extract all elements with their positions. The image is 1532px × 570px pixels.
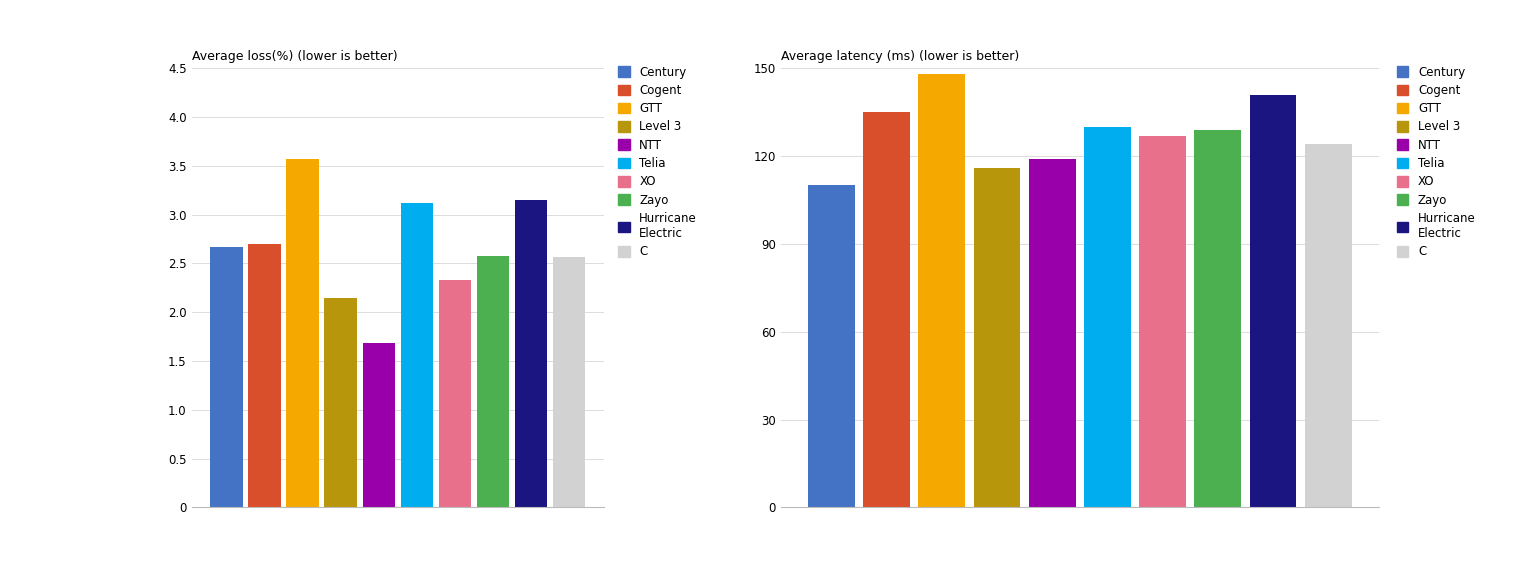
Bar bbox=[1085, 127, 1131, 507]
Bar bbox=[1195, 130, 1241, 507]
Text: Average loss(%) (lower is better): Average loss(%) (lower is better) bbox=[192, 50, 397, 63]
Bar bbox=[515, 200, 547, 507]
Bar bbox=[973, 168, 1020, 507]
Bar bbox=[1250, 95, 1296, 507]
Bar bbox=[286, 159, 319, 507]
Bar bbox=[1140, 136, 1186, 507]
Bar bbox=[400, 203, 434, 507]
Bar bbox=[1028, 159, 1075, 507]
Bar bbox=[918, 74, 965, 507]
Bar bbox=[553, 256, 585, 507]
Bar bbox=[325, 298, 357, 507]
Bar bbox=[863, 112, 910, 507]
Text: Average latency (ms) (lower is better): Average latency (ms) (lower is better) bbox=[781, 50, 1019, 63]
Bar bbox=[807, 185, 855, 507]
Bar bbox=[476, 256, 509, 507]
Bar bbox=[248, 244, 280, 507]
Bar bbox=[363, 344, 395, 507]
Bar bbox=[1305, 144, 1351, 507]
Bar bbox=[210, 247, 242, 507]
Bar bbox=[438, 280, 470, 507]
Legend: Century, Cogent, GTT, Level 3, NTT, Telia, XO, Zayo, Hurricane
Electric, C: Century, Cogent, GTT, Level 3, NTT, Teli… bbox=[1397, 66, 1475, 258]
Legend: Century, Cogent, GTT, Level 3, NTT, Telia, XO, Zayo, Hurricane
Electric, C: Century, Cogent, GTT, Level 3, NTT, Teli… bbox=[617, 66, 697, 258]
